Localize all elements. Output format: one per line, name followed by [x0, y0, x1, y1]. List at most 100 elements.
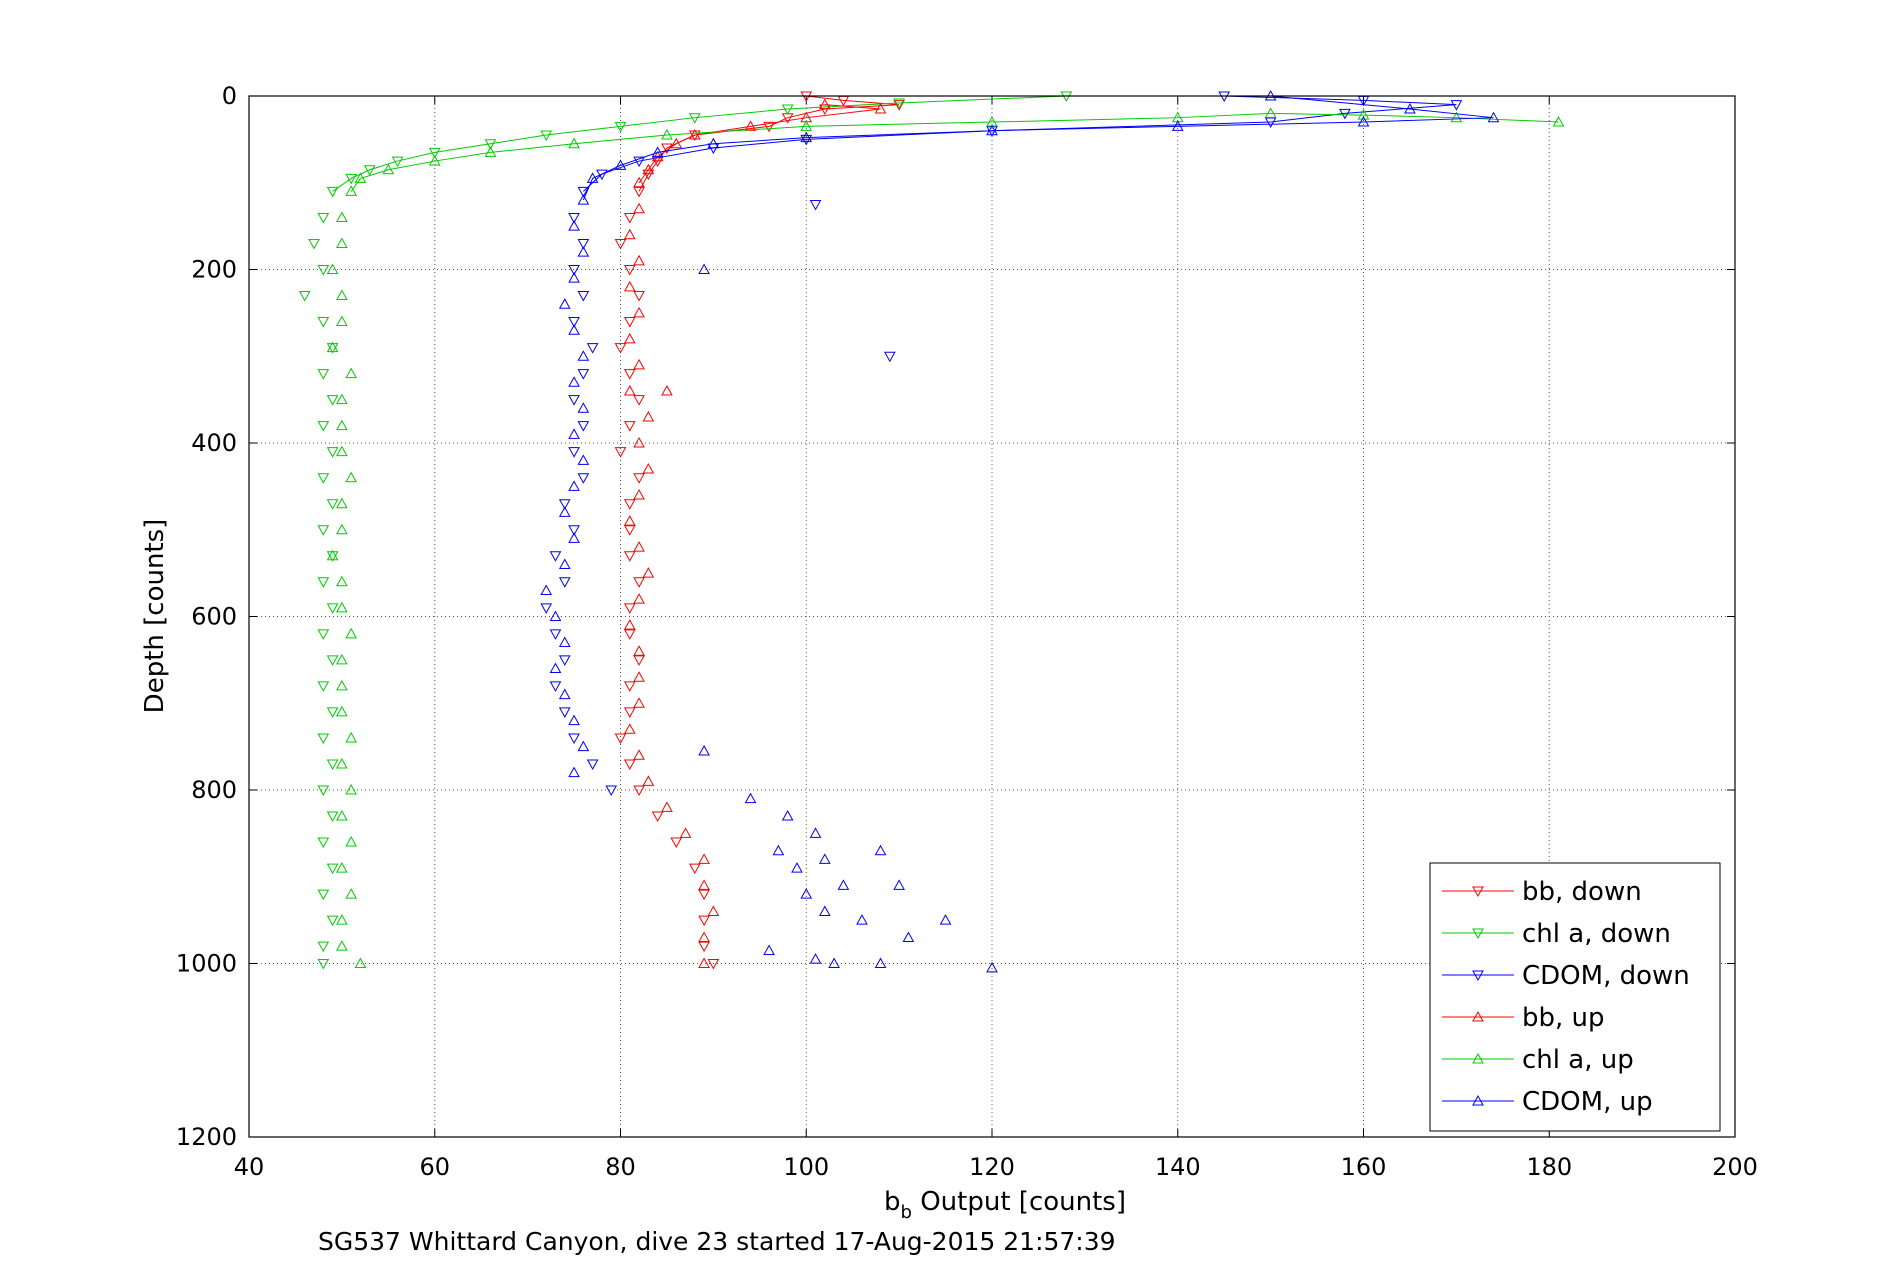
- data-point: [568, 376, 580, 387]
- data-point: [586, 172, 599, 183]
- data-point: [623, 681, 636, 692]
- data-point: [623, 317, 636, 328]
- data-point: [893, 100, 905, 111]
- data-point: [1552, 115, 1565, 127]
- series-line: [350, 112, 1559, 192]
- data-point: [558, 636, 571, 648]
- data-point: [651, 811, 664, 823]
- y-tick-label: 200: [191, 256, 237, 284]
- data-point: [317, 837, 330, 849]
- data-point: [633, 749, 645, 760]
- data-point: [818, 905, 831, 916]
- data-point: [577, 246, 590, 257]
- figure-caption: SG537 Whittard Canyon, dive 23 started 1…: [318, 1227, 1116, 1256]
- data-point: [633, 593, 645, 604]
- data-point: [568, 714, 580, 726]
- data-point: [549, 662, 562, 674]
- data-point: [698, 957, 710, 968]
- data-point: [568, 480, 580, 491]
- data-point: [781, 104, 794, 116]
- y-tick-label: 800: [191, 776, 237, 804]
- data-point: [633, 489, 645, 500]
- legend-item: CDOM, down: [1442, 961, 1690, 991]
- y-axis-label: Depth [counts]: [140, 519, 170, 714]
- data-point: [336, 289, 348, 301]
- data-point: [623, 759, 636, 771]
- data-point: [642, 163, 655, 175]
- data-point: [642, 462, 655, 474]
- data-point: [577, 194, 590, 205]
- data-point: [698, 889, 710, 901]
- data-point: [874, 957, 887, 968]
- data-point: [614, 121, 627, 133]
- data-point: [326, 603, 339, 614]
- data-point: [326, 395, 339, 406]
- series-cdom-up: [540, 89, 1500, 973]
- data-point: [577, 740, 590, 752]
- data-point: [336, 757, 348, 769]
- series-line: [638, 104, 881, 184]
- data-point: [688, 113, 701, 124]
- data-point: [363, 165, 376, 176]
- data-point: [326, 863, 339, 875]
- data-point: [623, 619, 636, 630]
- legend-marker: [1472, 1052, 1484, 1064]
- data-point: [809, 827, 822, 838]
- data-point: [633, 436, 645, 448]
- data-point: [577, 473, 590, 484]
- data-point: [633, 156, 645, 168]
- data-point: [781, 809, 794, 821]
- data-point: [902, 931, 915, 942]
- data-point: [874, 102, 887, 114]
- data-point: [623, 212, 636, 224]
- legend-label: CDOM, down: [1522, 961, 1690, 991]
- data-point: [883, 351, 896, 363]
- data-point: [336, 601, 348, 613]
- data-point: [298, 291, 311, 302]
- data-point: [623, 228, 636, 240]
- data-point: [633, 358, 645, 370]
- data-point: [354, 957, 367, 968]
- data-point: [549, 551, 562, 562]
- x-tick-label: 180: [1526, 1153, 1572, 1181]
- data-point: [336, 315, 348, 327]
- data-point: [317, 473, 330, 484]
- data-point: [698, 915, 710, 927]
- data-point: [317, 577, 330, 588]
- data-point: [651, 146, 664, 157]
- data-point: [326, 655, 339, 666]
- data-point: [1264, 107, 1277, 118]
- data-point: [1264, 117, 1277, 129]
- legend-box: [1429, 862, 1721, 1132]
- data-point: [623, 515, 636, 526]
- legend-marker: [1472, 928, 1484, 940]
- data-point: [614, 343, 627, 354]
- x-tick-label: 120: [969, 1153, 1015, 1181]
- data-point: [744, 120, 757, 131]
- data-point: [568, 532, 580, 543]
- series-line: [332, 95, 1067, 192]
- data-point: [317, 785, 330, 797]
- data-point: [874, 844, 887, 856]
- data-point: [633, 785, 645, 797]
- y-tick-label: 400: [191, 429, 237, 457]
- data-point: [679, 827, 692, 838]
- data-point: [317, 265, 330, 276]
- x-tick-label: 40: [234, 1153, 265, 1181]
- data-point: [633, 291, 645, 302]
- data-point: [326, 707, 339, 718]
- data-point: [763, 121, 775, 133]
- data-point: [1171, 120, 1184, 131]
- data-point: [577, 421, 590, 432]
- data-point: [893, 98, 905, 109]
- data-point: [345, 627, 358, 639]
- legend-item: bb, up: [1442, 1003, 1605, 1033]
- legend-label: chl a, up: [1522, 1045, 1634, 1075]
- data-point: [642, 775, 655, 786]
- data-point: [568, 272, 580, 283]
- data-point: [558, 298, 571, 309]
- data-point: [605, 785, 618, 797]
- data-point: [568, 447, 580, 458]
- data-point: [336, 679, 348, 691]
- legend-marker: [1472, 886, 1484, 898]
